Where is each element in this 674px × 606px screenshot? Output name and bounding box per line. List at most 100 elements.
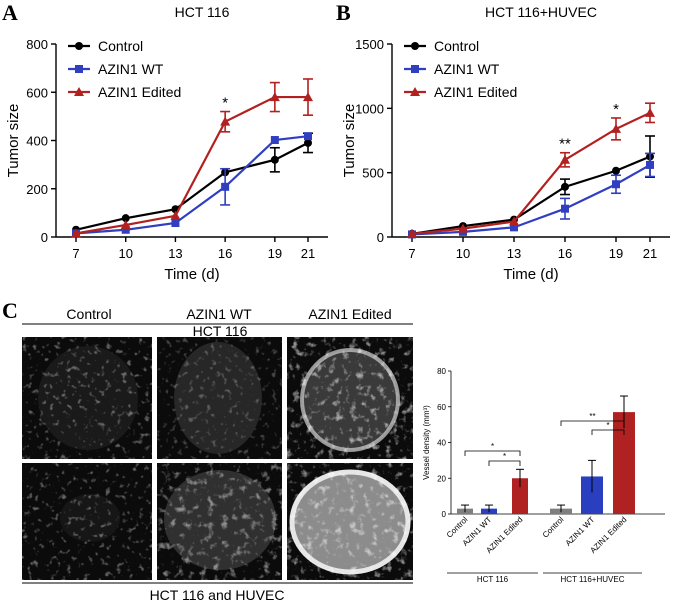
significance-bracket: * bbox=[464, 442, 521, 456]
data-point bbox=[270, 136, 279, 145]
group-label: HCT 116 bbox=[477, 575, 509, 584]
data-point bbox=[304, 132, 312, 141]
legend-label: AZIN1 WT bbox=[98, 61, 164, 77]
col-header-edited: AZIN1 Edited bbox=[308, 306, 391, 322]
data-point bbox=[509, 216, 519, 226]
panel-letter-c: C bbox=[2, 298, 18, 323]
data-point bbox=[171, 219, 180, 228]
x-tick-label: 13 bbox=[168, 246, 182, 261]
data-point bbox=[612, 180, 620, 189]
panel-letter-a: A bbox=[2, 0, 18, 25]
x-tick-label: 19 bbox=[268, 246, 282, 261]
y-tick-label: 20 bbox=[437, 474, 446, 483]
y-tick-label: 200 bbox=[26, 182, 48, 197]
significance-marker: * bbox=[491, 442, 494, 451]
x-tick-label: 7 bbox=[72, 246, 79, 261]
x-tick-label: 16 bbox=[218, 246, 232, 261]
data-point bbox=[303, 92, 313, 102]
data-point bbox=[646, 160, 654, 169]
data-point bbox=[561, 204, 569, 213]
series-line bbox=[75, 135, 309, 235]
panel-letter-b: B bbox=[336, 0, 351, 25]
y-tick-label: 40 bbox=[437, 439, 446, 448]
y-tick-label: 1000 bbox=[355, 101, 384, 116]
legend-item: AZIN1 Edited bbox=[404, 84, 517, 100]
row-label-hct116: HCT 116 bbox=[193, 323, 248, 339]
x-tick-label: 21 bbox=[301, 246, 315, 261]
bracket-line bbox=[488, 460, 521, 466]
significance-marker: * bbox=[613, 101, 619, 118]
bar bbox=[512, 478, 528, 514]
data-point bbox=[71, 228, 81, 238]
series-line bbox=[75, 95, 308, 235]
data-point bbox=[120, 219, 131, 229]
data-point bbox=[611, 123, 621, 133]
series-azin1-edited bbox=[71, 78, 313, 238]
x-axis-label: Time (d) bbox=[164, 266, 219, 283]
line-chart-hct116: 0 200 400 600 800 7 10 13 16 19 21 Time (d) Tumor si… bbox=[5, 4, 328, 283]
data-point bbox=[407, 228, 417, 238]
series-line bbox=[411, 155, 651, 235]
bar bbox=[581, 476, 603, 514]
legend-marker bbox=[410, 87, 420, 96]
y-axis-label: Tumor size bbox=[341, 104, 358, 178]
bracket-line bbox=[560, 420, 625, 426]
legend-label: AZIN1 Edited bbox=[98, 84, 181, 100]
group-label: HCT 116+HUVEC bbox=[561, 575, 625, 584]
series-azin1-wt bbox=[72, 132, 312, 238]
y-tick-label: 600 bbox=[26, 85, 48, 100]
data-point bbox=[220, 116, 231, 126]
legend-marker bbox=[75, 42, 83, 50]
series-line bbox=[411, 111, 651, 235]
panel-c-headers: Control AZIN1 WT AZIN1 Edited HCT 116 HC… bbox=[22, 306, 413, 603]
data-point bbox=[221, 182, 230, 191]
data-point bbox=[269, 92, 280, 102]
legend-label: Control bbox=[434, 38, 479, 54]
tissue-images bbox=[22, 337, 413, 580]
x-axis-label: Time (d) bbox=[503, 266, 558, 283]
data-point bbox=[510, 223, 518, 232]
series-azin1-wt bbox=[408, 152, 655, 239]
x-tick-label: AZIN1 WT bbox=[564, 515, 597, 548]
bar bbox=[613, 412, 635, 514]
bar-chart-vessel-density: 0 20 40 60 80 Vessel density (mm³) ControlAZIN… bbox=[422, 367, 665, 584]
x-tick-label: 13 bbox=[507, 246, 521, 261]
x-tick-label: 16 bbox=[558, 246, 572, 261]
legend-item: Control bbox=[404, 38, 479, 54]
y-tick-label: 1500 bbox=[355, 37, 384, 52]
bracket-line bbox=[464, 450, 521, 456]
significance-marker: ** bbox=[589, 412, 595, 421]
x-tick-label: 7 bbox=[408, 246, 415, 261]
data-point bbox=[458, 223, 468, 233]
significance-marker: * bbox=[503, 452, 506, 461]
y-tick-label: 60 bbox=[437, 403, 446, 412]
legend-marker bbox=[75, 65, 83, 73]
significance-bracket: * bbox=[591, 421, 625, 435]
y-tick-label: 80 bbox=[437, 367, 446, 376]
legend-label: Control bbox=[98, 38, 143, 54]
y-axis-label: Tumor size bbox=[5, 104, 22, 178]
chart-title: HCT 116 bbox=[175, 4, 230, 20]
legend-marker bbox=[411, 65, 419, 73]
x-tick-label: 21 bbox=[643, 246, 657, 261]
data-point bbox=[121, 214, 130, 223]
x-tick-label: 19 bbox=[609, 246, 623, 261]
data-point bbox=[304, 138, 312, 147]
y-axis-label: Vessel density (mm³) bbox=[422, 405, 431, 480]
y-tick-label: 400 bbox=[26, 134, 48, 149]
significance-bracket: ** bbox=[560, 412, 625, 426]
significance-marker: * bbox=[606, 421, 609, 430]
series-azin1-edited bbox=[407, 102, 655, 238]
series-line bbox=[411, 163, 651, 236]
line-chart-hct116-huvec: 0 500 1000 1500 7 10 13 16 19 21 Time (d) Tumor siz… bbox=[341, 4, 670, 283]
legend-marker bbox=[74, 87, 84, 96]
data-point bbox=[612, 166, 620, 175]
x-tick-label: 10 bbox=[456, 246, 470, 261]
legend-item: AZIN1 WT bbox=[68, 61, 164, 77]
col-header-control: Control bbox=[66, 306, 111, 322]
data-point bbox=[170, 210, 181, 220]
y-tick-label: 500 bbox=[362, 166, 384, 181]
chart-title: HCT 116+HUVEC bbox=[485, 4, 597, 20]
